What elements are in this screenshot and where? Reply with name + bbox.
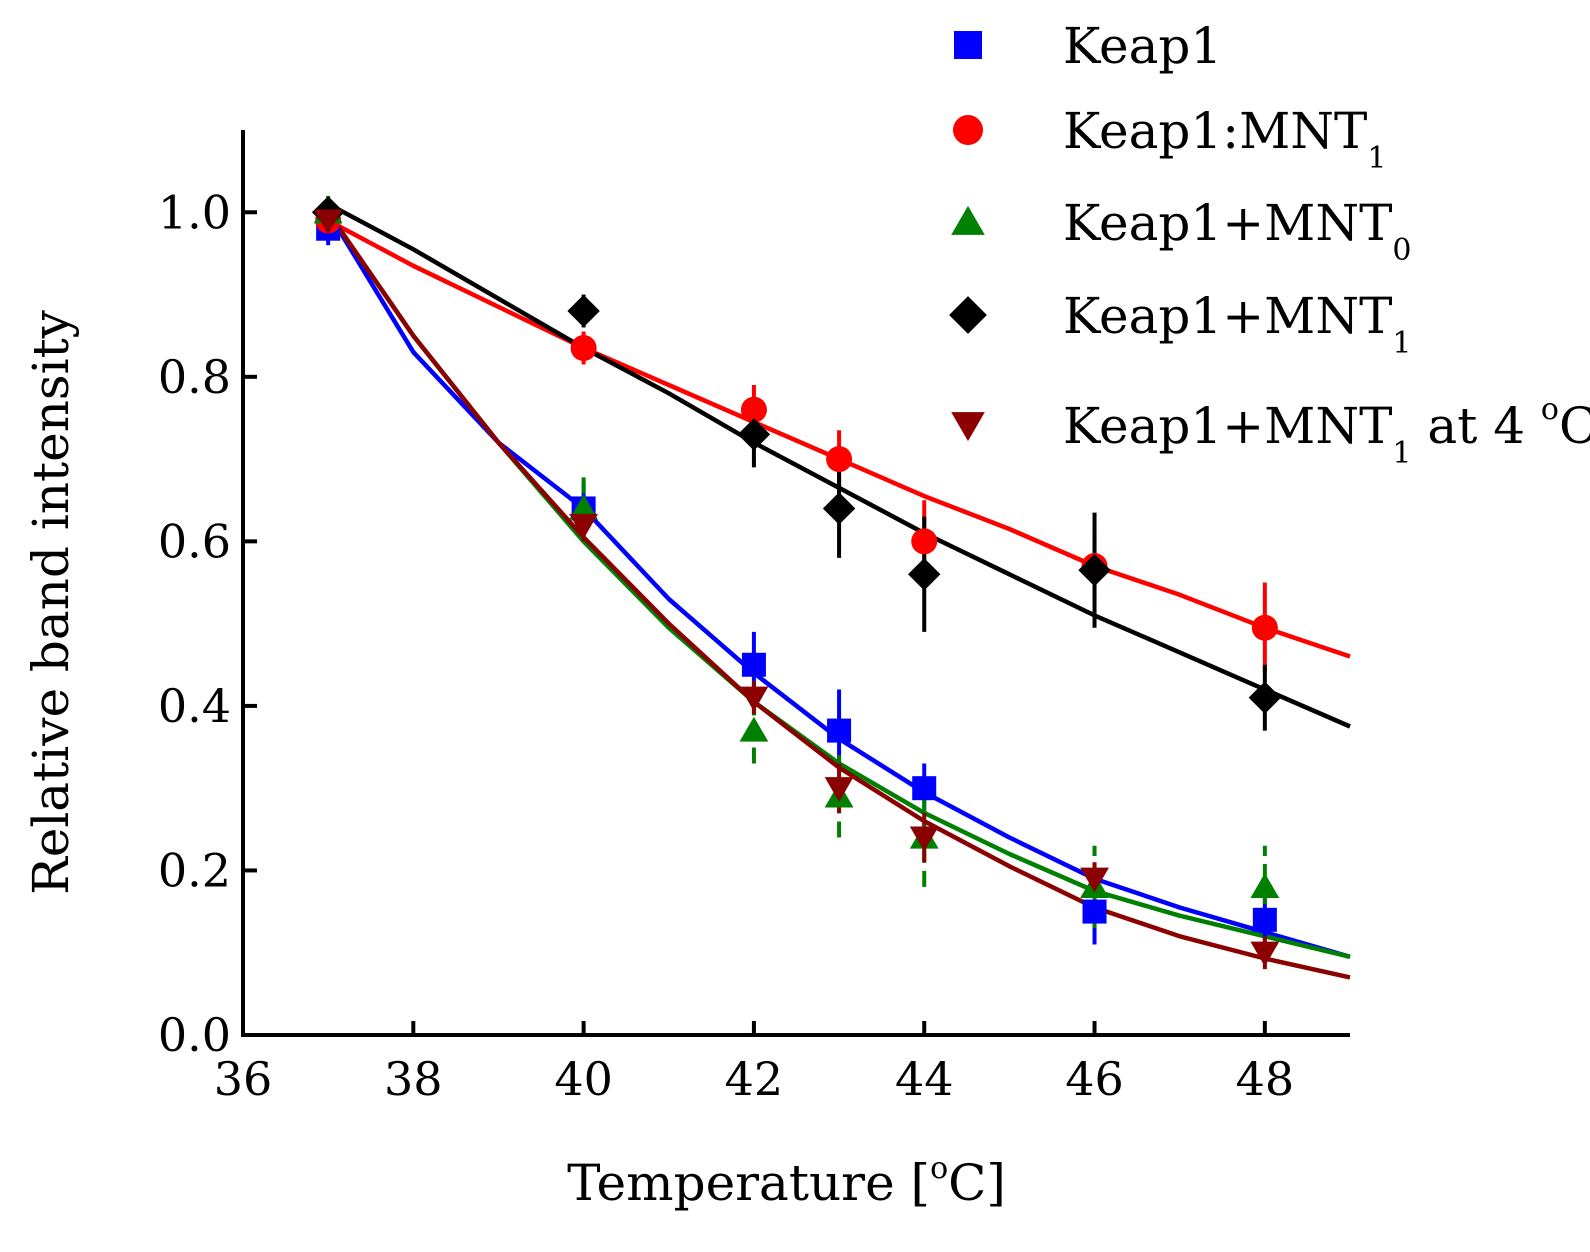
x-tick-label: 48 [1236,1052,1295,1106]
legend-label-keap1-mnt1-at-4-oc: Keap1+MNT1 at 4 oC [1063,392,1590,471]
y-tick-label: 0.4 [158,679,231,733]
data-point-keap1-mnt1-at-4-oc [824,777,854,802]
data-point-keap1 [1082,899,1107,924]
y-axis-title: Relative band intensity [22,309,80,895]
data-point-keap1-mnt1 [570,335,597,362]
x-tick-label: 46 [1065,1052,1124,1106]
data-point-keap1 [1252,907,1277,932]
data-point-keap1-mnt1-at-4-oc [313,209,343,235]
data-point-keap1-mnt1-at-4-oc [569,513,599,539]
x-tick-label: 36 [214,1052,273,1106]
data-point-keap1-mnt1-at-4-oc [1250,941,1280,967]
data-point-keap1-mnt1 [1248,681,1282,714]
data-point-keap1 [741,652,766,677]
y-tick-label: 0.2 [158,843,231,897]
legend-label-keap1: Keap1 [1063,17,1222,75]
legend-marker-keap1-mnt1 [953,115,983,145]
x-tick-label: 40 [554,1052,613,1106]
legend-marker-keap1-mnt1-at-4-oc [951,412,985,442]
legend-label-keap1-mnt1: Keap1+MNT1 [1063,287,1412,361]
x-tick-label: 44 [895,1052,954,1106]
data-point-keap1-mnt0 [569,494,599,520]
data-point-keap1-mnt1 [740,396,767,423]
data-point-keap1-mnt0 [739,716,769,742]
y-tick-label: 0.0 [158,1008,231,1062]
x-tick-label: 38 [384,1052,443,1106]
y-tick-label: 1.0 [158,185,231,239]
legend-label-keap1-mnt1: Keap1:MNT1 [1063,102,1386,176]
data-point-keap1-mnt1 [908,558,941,591]
data-point-keap1-mnt0 [1250,873,1280,898]
y-tick-label: 0.6 [158,514,231,568]
legend-marker-keap1 [954,31,982,59]
x-axis-title: Temperature [oC] [567,1151,1006,1212]
data-point-keap1-mnt1 [822,492,856,525]
data-point-keap1-mnt1 [567,294,600,328]
data-points [311,196,1282,967]
data-point-keap1-mnt1 [911,528,938,555]
data-point-keap1-mnt1 [1251,614,1278,641]
axes [241,130,1350,1037]
x-tick-label: 42 [725,1052,784,1106]
data-point-keap1 [912,776,937,801]
data-point-keap1-mnt1 [1078,553,1111,587]
data-point-keap1-mnt1-at-4-oc [739,686,769,712]
ticks: 36 38 40 42 44 46 48 0.0 0.2 0.4 0.6 0.8 1.0 [158,185,1294,1106]
data-point-keap1-mnt1 [826,446,853,473]
legend-label-keap1-mnt0: Keap1+MNT0 [1063,194,1412,268]
y-tick-label: 0.8 [158,350,231,404]
data-point-keap1-mnt1-at-4-oc [1080,867,1109,893]
data-point-keap1-mnt1 [737,418,771,451]
legend-marker-keap1-mnt1 [949,296,987,334]
data-point-keap1 [827,718,852,743]
data-point-keap1-mnt1-at-4-oc [909,826,939,852]
legend-marker-keap1-mnt0 [951,205,985,235]
legend: Keap1 Keap1:MNT1 Keap1+MNT0 Keap1+MNT1 Keap1… [949,17,1590,471]
